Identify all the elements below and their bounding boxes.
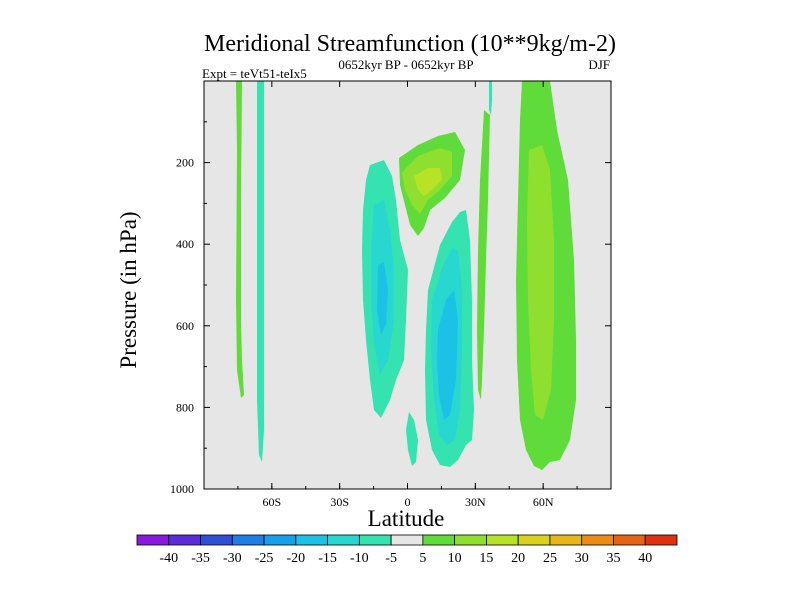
contour-pos-band-sh	[236, 81, 244, 398]
colorbar-swatch	[231, 534, 265, 546]
colorbar-swatch	[644, 534, 678, 546]
colorbar-label: -25	[255, 551, 274, 566]
colorbar-swatch	[295, 534, 328, 546]
contour-nh-pos-cell-mid	[527, 145, 554, 420]
x-axis-label: Latitude	[368, 506, 445, 531]
colorbar-label: -10	[350, 551, 369, 566]
contour-sh-neg-cell-core	[377, 262, 388, 335]
colorbar: -40 -35 -30 -25 -20 -15 -10 -5 5 10 15 20 25 30 35 40	[136, 534, 678, 566]
contour-thin-pos-band	[477, 110, 490, 400]
colorbar-swatch	[549, 534, 583, 546]
colorbar-swatch	[517, 534, 551, 546]
contour-nh-neg-cell-core	[437, 290, 458, 420]
contour-thin-neg-strip	[489, 81, 492, 115]
contour-neg-band-sh	[257, 81, 264, 462]
colorbar-label: -15	[318, 551, 337, 566]
colorbar-swatch	[390, 534, 424, 546]
y-tick-label: 400	[176, 237, 194, 251]
colorbar-label: -30	[223, 551, 242, 566]
chart-subtitle-left: Expt = teVt51-teIx5	[202, 66, 307, 81]
y-axis-label: Pressure (in hPa)	[116, 211, 141, 368]
colorbar-label: -40	[159, 551, 178, 566]
x-tick-label: 30S	[330, 495, 349, 509]
colorbar-swatch	[358, 534, 392, 546]
chart-subtitle-center: 0652kyr BP - 0652kyr BP	[338, 57, 473, 72]
contour-upper-pos-core	[414, 168, 442, 196]
colorbar-label: 25	[543, 551, 557, 566]
y-tick-label: 600	[176, 319, 194, 333]
x-tick-label: 30N	[465, 495, 486, 509]
colorbar-label: 5	[419, 551, 426, 566]
y-tick-label: 200	[176, 156, 194, 170]
colorbar-label: -35	[191, 551, 210, 566]
colorbar-swatch	[581, 534, 614, 546]
colorbar-swatch	[454, 534, 487, 546]
colorbar-swatch	[613, 534, 646, 546]
colorbar-label: 20	[511, 551, 525, 566]
colorbar-label: -5	[385, 551, 397, 566]
contour-small-neg-blob	[406, 412, 418, 466]
x-tick-label: 0	[405, 495, 411, 509]
colorbar-swatch	[422, 534, 456, 546]
colorbar-swatch	[168, 534, 201, 546]
colorbar-label: -20	[286, 551, 305, 566]
axis-ticks: 60S 30S 0 30N 60N 200 400 600 800 1000	[170, 81, 612, 509]
colorbar-swatch	[136, 534, 170, 546]
x-tick-label: 60N	[533, 495, 554, 509]
x-tick-label: 60S	[262, 495, 281, 509]
colorbar-label: 15	[479, 551, 493, 566]
plot-area: 60S 30S 0 30N 60N 200 400 600 800 1000	[170, 80, 612, 509]
y-tick-label: 800	[176, 400, 194, 414]
colorbar-swatch	[263, 534, 297, 546]
colorbar-label: 30	[575, 551, 589, 566]
chart-title: Meridional Streamfunction (10**9kg/m-2)	[204, 31, 616, 57]
contour-fills	[236, 81, 576, 470]
colorbar-label: 40	[638, 551, 652, 566]
colorbar-swatch	[200, 534, 233, 546]
colorbar-label: 10	[448, 551, 462, 566]
y-tick-label: 1000	[170, 482, 194, 496]
colorbar-swatch	[486, 534, 519, 546]
colorbar-swatch	[327, 534, 360, 546]
colorbar-label: 35	[606, 551, 620, 566]
chart-subtitle-right: DJF	[588, 57, 610, 72]
